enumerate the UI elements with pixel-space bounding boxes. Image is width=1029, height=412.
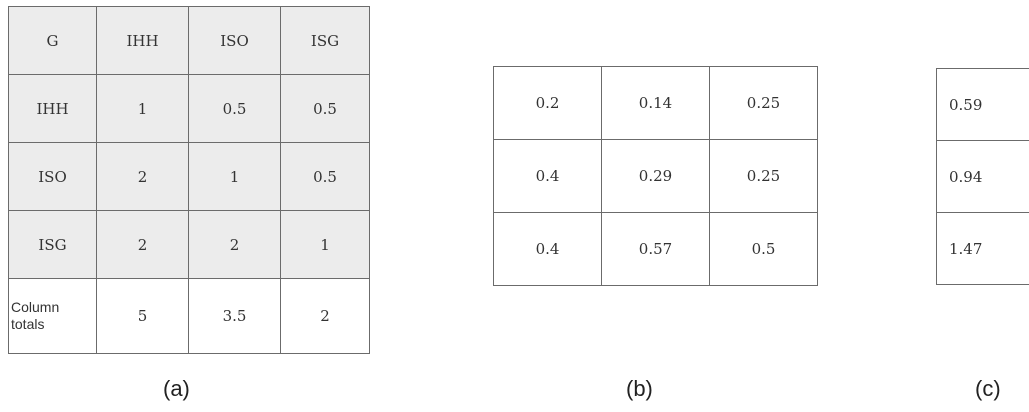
table-cell: 0.4 [493, 139, 602, 213]
table-cell: 1 [188, 142, 281, 211]
table-cell: 0.5 [188, 74, 281, 143]
table-row: 0.2 0.14 0.25 [493, 66, 818, 140]
table-cell: 0.29 [601, 139, 710, 213]
table-cell: 0.5 [280, 142, 370, 211]
table-cell: 2 [96, 142, 189, 211]
table-row: IHH 1 0.5 0.5 [8, 74, 370, 143]
table-row: 0.94 [936, 140, 1029, 213]
table-cell: 0.59 [936, 68, 1029, 141]
table-cell: 0.4 [493, 212, 602, 286]
column-totals-label: Column totals [8, 278, 97, 354]
table-cell: 0.57 [601, 212, 710, 286]
table-row: 1.47 [936, 212, 1029, 285]
table-row: ISO 2 1 0.5 [8, 142, 370, 211]
table-cell: 0.25 [709, 139, 818, 213]
caption-a: (a) [163, 376, 190, 401]
normalized-matrix: 0.2 0.14 0.25 0.4 0.29 0.25 0.4 0.57 0.5 [493, 66, 818, 286]
column-total-cell: 2 [280, 278, 370, 354]
table-cell: 0.25 [709, 66, 818, 140]
table-cell: 0.94 [936, 140, 1029, 213]
pairwise-comparison-matrix: G IHH ISO ISG IHH 1 0.5 0.5 ISO 2 1 0.5 … [8, 6, 370, 354]
table-header-row: G IHH ISO ISG [8, 6, 370, 75]
row-header-cell: ISG [8, 210, 97, 279]
row-header-cell: IHH [8, 74, 97, 143]
table-cell: 1 [96, 74, 189, 143]
column-totals-row: Column totals 5 3.5 2 [8, 278, 370, 354]
header-cell: ISG [280, 6, 370, 75]
table-cell: 1 [280, 210, 370, 279]
column-total-cell: 5 [96, 278, 189, 354]
caption-b: (b) [626, 376, 653, 401]
header-cell: G [8, 6, 97, 75]
row-header-cell: ISO [8, 142, 97, 211]
table-cell: 0.5 [709, 212, 818, 286]
header-cell: ISO [188, 6, 281, 75]
header-cell: IHH [96, 6, 189, 75]
table-cell: 0.5 [280, 74, 370, 143]
table-row: ISG 2 2 1 [8, 210, 370, 279]
column-total-cell: 3.5 [188, 278, 281, 354]
row-sum-vector: 0.59 0.94 1.47 [936, 68, 1029, 285]
table-cell: 2 [188, 210, 281, 279]
table-cell: 0.2 [493, 66, 602, 140]
column-totals-label-line2: totals [11, 316, 45, 332]
table-row: 0.59 [936, 68, 1029, 141]
caption-c: (c) [975, 376, 1001, 401]
table-row: 0.4 0.57 0.5 [493, 212, 818, 286]
table-cell: 2 [96, 210, 189, 279]
table-row: 0.4 0.29 0.25 [493, 139, 818, 213]
table-cell: 1.47 [936, 212, 1029, 285]
table-cell: 0.14 [601, 66, 710, 140]
column-totals-label-line1: Column [11, 299, 60, 315]
